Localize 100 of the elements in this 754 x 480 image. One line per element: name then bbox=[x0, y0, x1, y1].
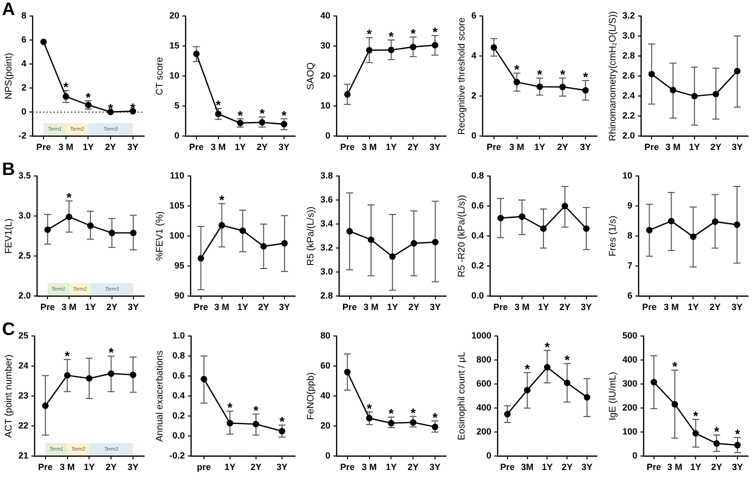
y-tick-label: 3.5 bbox=[18, 170, 31, 180]
point bbox=[368, 236, 374, 243]
point bbox=[410, 419, 416, 426]
point bbox=[691, 92, 698, 100]
annotation: * bbox=[86, 90, 92, 105]
text: A bbox=[2, 0, 15, 19]
x-tick-label: 1Y bbox=[688, 302, 699, 312]
point bbox=[692, 430, 699, 437]
x-tick-label: Pre bbox=[500, 462, 515, 472]
y-tick-label: 2.8 bbox=[622, 50, 635, 61]
annotation: * bbox=[432, 410, 439, 425]
point bbox=[583, 225, 590, 232]
point bbox=[410, 240, 418, 247]
x-tick-label: 3 M bbox=[214, 302, 230, 312]
y-tick-label: 2.2 bbox=[622, 110, 635, 121]
y-tick-label: 25 bbox=[18, 330, 28, 340]
point bbox=[260, 243, 267, 250]
point bbox=[672, 401, 678, 408]
y-tick-label: 24 bbox=[18, 360, 28, 371]
x-tick-label: pre bbox=[196, 462, 211, 472]
y-axis-title: Annual exacerbations bbox=[154, 350, 166, 442]
y-tick-label: 95 bbox=[174, 260, 184, 271]
x-tick-label: 2Y bbox=[408, 302, 420, 312]
x-tick-label: Pre bbox=[486, 142, 502, 152]
y-tick-label: 100 bbox=[622, 426, 638, 437]
x-tick-label: 3M bbox=[521, 462, 534, 472]
x-tick-label: 3 M bbox=[364, 302, 379, 312]
x-tick-label: 3 M bbox=[362, 462, 377, 472]
x-tick-label: 2Y bbox=[710, 302, 721, 312]
x-tick-label: 1Y bbox=[386, 462, 397, 472]
x-tick-label: 3Y bbox=[430, 142, 441, 152]
y-tick-label: 0 bbox=[21, 106, 26, 117]
y-tick-label: 1000 bbox=[471, 330, 492, 340]
point bbox=[582, 87, 589, 94]
y-tick-label: 23 bbox=[18, 390, 28, 401]
annotation: * bbox=[693, 408, 700, 424]
point bbox=[497, 214, 504, 222]
y-tick-label: 3.2 bbox=[622, 10, 635, 20]
y-tick-label: 1.0 bbox=[172, 330, 185, 340]
point bbox=[518, 213, 526, 220]
point bbox=[712, 90, 720, 98]
y-tick-label: 400 bbox=[622, 354, 638, 365]
y-tick-label: 0 bbox=[325, 450, 330, 461]
x-tick-label: Pre bbox=[493, 302, 508, 312]
y-tick-label: 3.4 bbox=[320, 218, 333, 229]
x-tick-label: Pre bbox=[194, 302, 208, 312]
annotation: * bbox=[66, 190, 73, 205]
x-tick-label: Pre bbox=[189, 142, 204, 152]
point bbox=[108, 230, 116, 236]
point bbox=[388, 420, 394, 426]
point bbox=[281, 240, 288, 247]
x-tick-label: Pre bbox=[36, 142, 51, 152]
annotation: * bbox=[279, 414, 286, 430]
y-tick-label: 800 bbox=[476, 354, 492, 365]
y-axis-title: FEV1(L) bbox=[3, 218, 14, 254]
y-tick-label: 10 bbox=[320, 100, 330, 111]
annotation: * bbox=[216, 98, 222, 113]
point bbox=[278, 428, 286, 434]
x-tick-label: 1Y bbox=[386, 302, 398, 312]
annotation: * bbox=[714, 424, 720, 440]
y-tick-label: 2.0 bbox=[18, 290, 31, 301]
y-tick-label: 8 bbox=[21, 10, 26, 20]
x-tick-label: 3 M bbox=[62, 302, 77, 312]
point bbox=[218, 222, 226, 229]
y-tick-label: 100 bbox=[169, 230, 184, 241]
point bbox=[524, 386, 531, 394]
y-tick-label: 2.8 bbox=[320, 290, 333, 301]
point bbox=[646, 226, 653, 234]
y-tick-label: 20 bbox=[169, 10, 180, 20]
x-tick-label: 2Y bbox=[256, 142, 268, 152]
y-tick-label: 2 bbox=[471, 90, 476, 101]
x-tick-label: 1Y bbox=[534, 142, 546, 152]
x-tick-label: Pre bbox=[646, 462, 662, 472]
y-tick-label: 400 bbox=[476, 402, 492, 413]
point bbox=[193, 50, 200, 58]
y-axis-title: Recognitive threshold score bbox=[456, 17, 468, 135]
x-tick-label: 3 M bbox=[514, 302, 530, 312]
y-tick-label: 2.6 bbox=[622, 70, 635, 81]
x-tick-label: 1Y bbox=[84, 302, 96, 312]
point bbox=[432, 238, 439, 246]
y-tick-label: 500 bbox=[622, 330, 638, 340]
x-tick-label: 2Y bbox=[557, 142, 568, 152]
y-tick-label: 105 bbox=[169, 200, 184, 211]
y-tick-label: 0.2 bbox=[471, 260, 484, 271]
y-tick-label: 3.8 bbox=[320, 170, 333, 180]
y-tick-label: 9 bbox=[627, 200, 632, 211]
point bbox=[198, 255, 204, 262]
y-axis-title: Rhinomanometry(cmH₂O(L/S)) bbox=[607, 11, 618, 142]
x-tick-label: 2Y bbox=[408, 142, 419, 152]
x-tick-label: 3 M bbox=[509, 142, 524, 152]
y-tick-label: 2 bbox=[21, 82, 26, 93]
annotation: * bbox=[64, 348, 71, 364]
annotation: * bbox=[253, 403, 260, 418]
annotation: * bbox=[238, 108, 244, 123]
x-tick-label: 3Y bbox=[732, 462, 744, 472]
x-tick-label: 3 M bbox=[210, 142, 226, 152]
y-tick-label: 30 bbox=[320, 40, 330, 51]
x-tick-label: 2Y bbox=[105, 142, 116, 152]
x-tick-label: Pre bbox=[342, 302, 357, 312]
y-tick-label: 0 bbox=[486, 450, 492, 461]
